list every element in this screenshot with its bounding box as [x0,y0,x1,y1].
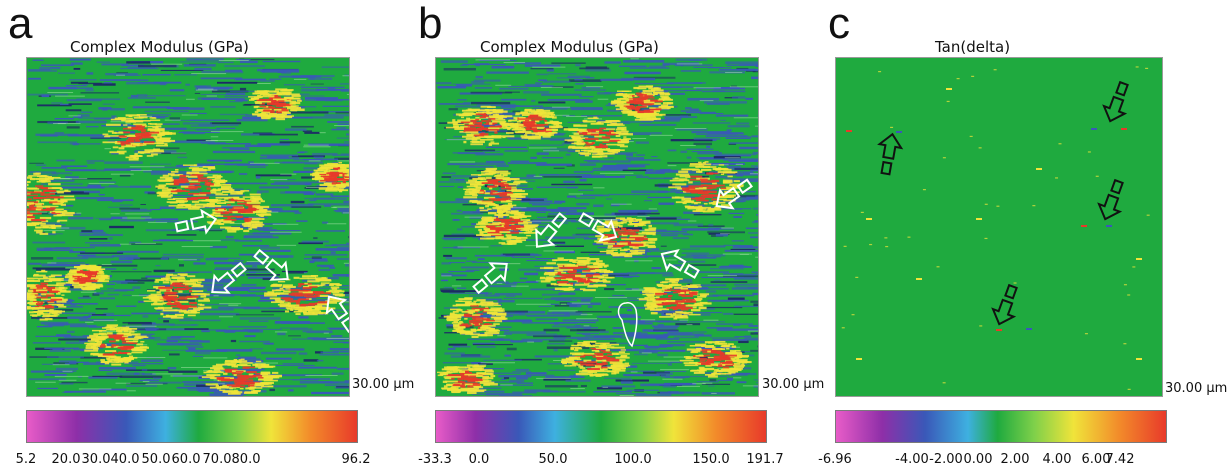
panel-c-tan-delta-map [835,57,1163,397]
colorbar-tick-label: 2.00 [1000,452,1030,467]
colorbar-tick-label: -6.96 [818,452,852,467]
arrow-icon [715,178,753,210]
colorbar-tick-label: 40.0 [110,452,140,467]
colorbar-tick-label: 100.0 [614,452,652,467]
panel-a-colorbar [26,410,358,443]
colorbar-tick-label: 191.7 [746,452,784,467]
arrow-icon [877,132,904,176]
panel-c-scale-label: 30.00 µm [1165,381,1228,396]
panel-b: b Complex Modulus (GPa) 30.00 µm [410,0,824,472]
panel-b-colorbar [435,410,767,443]
panel-b-colorbar-ticks: -33.3 0.0 50.0 100.0 150.0 191.7 [418,452,783,468]
colorbar-tick-label: 150.0 [692,452,730,467]
colorbar-tick-label: 96.2 [341,452,371,467]
colorbar-tick-label: -33.3 [418,452,452,467]
arrow-icon [1097,178,1124,221]
outline-region [617,302,638,348]
panel-c-map-image [836,58,1162,396]
arrow-icon [991,283,1018,326]
arrow-icon [211,261,247,294]
colorbar-tick-label: 70.0 [202,452,232,467]
panel-a-scale-label: 30.00 µm [352,377,415,392]
panel-b-map-image [436,58,758,396]
panel-c-colorbar [835,410,1167,443]
arrow-icon [472,262,508,295]
colorbar-tick-label: 5.2 [15,452,37,467]
panel-c-colorbar-gradient [836,411,1166,442]
colorbar-tick-label: 80.0 [231,452,261,467]
panel-b-colorbar-gradient [436,411,766,442]
colorbar-tick-label: 30.0 [81,452,111,467]
panel-a: a Complex Modulus (GPa) 30.00 µm [0,0,414,472]
colorbar-tick-label: 60.0 [171,452,201,467]
arrow-icon [325,295,349,333]
colorbar-tick-label: 6.00 [1081,452,1111,467]
panel-a-colorbar-gradient [27,411,357,442]
arrow-icon [535,212,568,248]
colorbar-tick-label: 20.0 [51,452,81,467]
colorbar-tick-label: -2.00 [929,452,963,467]
panel-a-colorbar-ticks: 5.2 20.0 30.0 40.0 50.0 60.0 70.0 80.0 96.2 [16,452,371,468]
arrow-icon [578,212,618,242]
arrow-icon [253,248,289,281]
panel-a-title: Complex Modulus (GPa) [70,38,249,56]
panel-c-colorbar-ticks: -6.96 -4.00 -2.00 0.00 2.00 4.00 6.00 7.42 [818,452,1175,468]
panel-letter-a: a [8,0,33,48]
colorbar-tick-label: 0.0 [468,452,490,467]
colorbar-tick-label: 0.00 [963,452,993,467]
colorbar-tick-label: 50.0 [538,452,568,467]
panel-a-map-image [27,58,349,396]
panel-c-title: Tan(delta) [935,38,1011,56]
panel-b-modulus-map [435,57,759,397]
arrow-icon [660,249,700,279]
colorbar-tick-label: 4.00 [1042,452,1072,467]
colorbar-tick-label: 50.0 [141,452,171,467]
panel-letter-b: b [418,0,443,48]
arrow-icon [174,208,218,235]
colorbar-tick-label: 7.42 [1105,452,1135,467]
panel-b-scale-label: 30.00 µm [762,377,825,392]
panel-b-title: Complex Modulus (GPa) [480,38,659,56]
panel-a-modulus-map [26,57,350,397]
arrow-icon [1102,80,1129,123]
panel-c: c Tan(delta) 30.00 µm -6.96 -4 [818,0,1229,472]
colorbar-tick-label: -4.00 [895,452,929,467]
panel-letter-c: c [828,0,850,48]
